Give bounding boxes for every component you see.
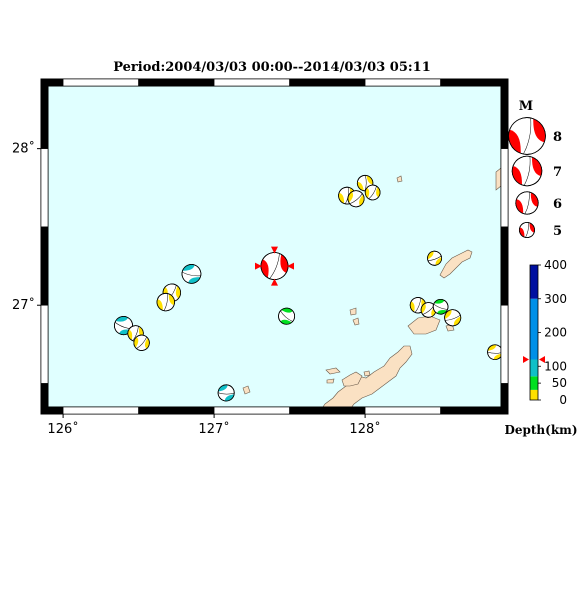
- islet: [325, 367, 341, 375]
- frame-segment: [213, 406, 290, 415]
- tokunoshima-island: [439, 249, 473, 279]
- longitude-tick-label: 127˚: [198, 421, 229, 437]
- frame-segment: [364, 406, 441, 415]
- depth-band: [530, 298, 538, 360]
- frame-segment: [47, 78, 64, 87]
- map-frame: [40, 78, 509, 415]
- depth-band: [530, 265, 538, 299]
- depth-band: [530, 359, 538, 377]
- frame-corner: [501, 79, 508, 86]
- frame-segment: [289, 406, 366, 415]
- main-event-beachball: [260, 252, 289, 280]
- frame-corner: [41, 407, 48, 414]
- frame-segment: [289, 78, 366, 87]
- islet: [349, 307, 357, 316]
- magnitude-legend: M 8 7 6 5: [508, 99, 562, 239]
- event-beachball: [364, 184, 381, 201]
- depth-legend-title: Depth(km): [504, 423, 577, 437]
- islet: [242, 385, 251, 395]
- land-layer: [242, 167, 501, 407]
- depth-band: [530, 389, 538, 400]
- main-event-marker: [287, 262, 294, 270]
- frame-segment: [138, 406, 215, 415]
- main-event-marker: [271, 246, 278, 254]
- magnitude-legend-label: 7: [553, 165, 562, 180]
- map-panel: 126˚ 127˚ 128˚ 28˚ 27˚: [12, 78, 509, 437]
- amami-coast: [495, 167, 501, 191]
- frame-segment: [500, 383, 509, 408]
- axis-tick-labels: 126˚ 127˚ 128˚ 28˚ 27˚: [12, 141, 381, 437]
- latitude-tick-label: 28˚: [12, 141, 35, 157]
- frame-segment: [62, 78, 139, 87]
- frame-segment: [500, 226, 509, 306]
- event-beachball: [156, 292, 175, 312]
- islet: [326, 378, 335, 384]
- frame-segment: [500, 304, 509, 384]
- depth-tick-label: 100: [544, 359, 567, 373]
- magnitude-legend-title: M: [519, 99, 533, 114]
- frame-segment: [40, 226, 49, 306]
- earthquake-events: [113, 174, 501, 402]
- magnitude-legend-label: 8: [553, 130, 562, 145]
- depth-marker-left: [523, 356, 529, 363]
- longitude-tick-label: 128˚: [349, 421, 380, 437]
- frame-segment: [213, 78, 290, 87]
- frame-segment: [62, 406, 139, 415]
- islet: [352, 317, 360, 326]
- event-beachball: [217, 384, 235, 402]
- frame-segment: [47, 406, 64, 415]
- frame-segment: [500, 85, 509, 149]
- depth-tick-label: 400: [544, 258, 567, 272]
- okinawa-island: [322, 345, 413, 407]
- event-beachball: [278, 307, 296, 325]
- main-event-markers: [255, 246, 294, 286]
- islet: [363, 370, 371, 377]
- magnitude-legend-ball: [508, 117, 546, 155]
- frame-segment: [138, 78, 215, 87]
- magnitude-legend-ball: [511, 155, 543, 187]
- kunigami-peninsula: [341, 371, 363, 387]
- frame-segment: [440, 406, 502, 415]
- event-beachball: [487, 344, 501, 360]
- okinoerabu-island: [407, 315, 441, 335]
- frame-segment: [364, 78, 441, 87]
- latitude-tick-label: 27˚: [12, 297, 35, 313]
- depth-tick-label: 50: [552, 376, 567, 390]
- islet: [396, 175, 403, 183]
- magnitude-legend-ball: [519, 222, 535, 238]
- depth-legend: Depth(km) 400 300 200 100 50 0: [504, 258, 577, 437]
- event-beachball: [181, 264, 202, 284]
- magnitude-legend-label: 6: [553, 197, 562, 212]
- depth-marker-right: [539, 356, 545, 363]
- frame-corner: [501, 407, 508, 414]
- frame-segment: [40, 148, 49, 228]
- magnitude-legend-label: 5: [553, 224, 562, 239]
- depth-band: [530, 376, 538, 390]
- event-beachball: [133, 334, 150, 351]
- ocean-area: [48, 86, 501, 407]
- main-event-marker: [271, 278, 278, 286]
- magnitude-legend-ball: [515, 191, 539, 215]
- frame-segment: [40, 383, 49, 408]
- event-beachball: [432, 298, 449, 315]
- event-beachball: [347, 190, 365, 208]
- event-beachball: [444, 309, 462, 327]
- frame-segment: [40, 85, 49, 149]
- frame-segment: [440, 78, 502, 87]
- depth-tick-label: 200: [544, 326, 567, 340]
- figure-title: Period:2004/03/03 00:00--2014/03/03 05:1…: [113, 60, 431, 75]
- event-beachball: [427, 250, 443, 266]
- depth-tick-label: 300: [544, 292, 567, 306]
- frame-segment: [40, 304, 49, 384]
- frame-corner: [41, 79, 48, 86]
- frame-segment: [500, 148, 509, 228]
- longitude-tick-label: 126˚: [47, 421, 78, 437]
- depth-tick-label: 0: [559, 393, 567, 407]
- main-event-marker: [255, 262, 262, 270]
